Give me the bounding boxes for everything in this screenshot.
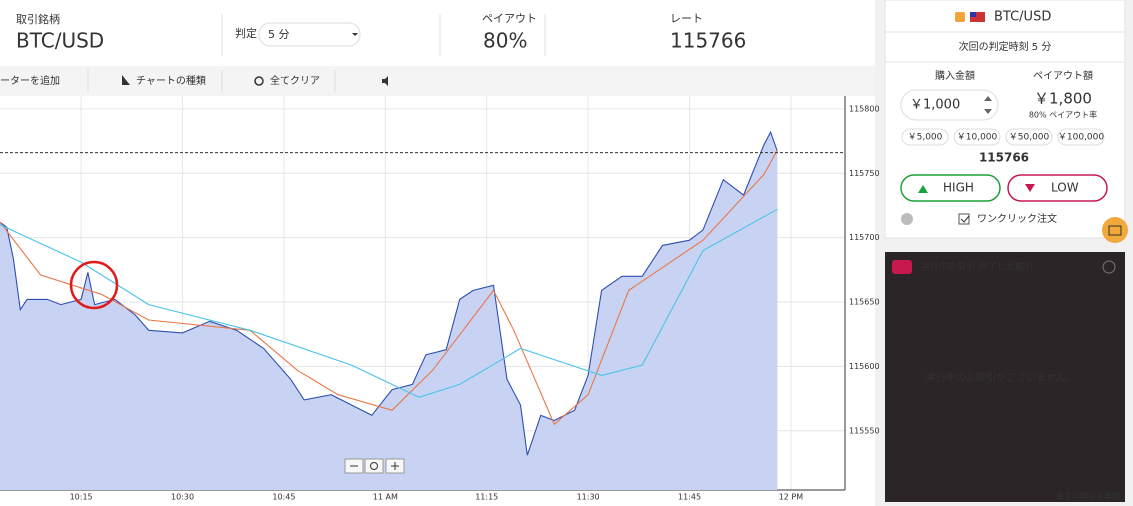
- x-tick-label: 11:45: [678, 493, 701, 502]
- clear-icon: [254, 76, 264, 86]
- trades-icon: [892, 260, 912, 274]
- help-icon[interactable]: [901, 213, 913, 225]
- toolbar: [0, 66, 875, 96]
- y-tick-label: 115800: [849, 104, 880, 113]
- gift-icon: [1108, 225, 1122, 236]
- symbol: BTC/USD: [16, 29, 104, 53]
- symbol-label: 取引銘柄: [16, 12, 60, 26]
- rate-label: レート: [670, 12, 703, 25]
- btc-icon: [955, 12, 965, 22]
- preset-button[interactable]: [1057, 128, 1105, 146]
- side-rate: 115766: [979, 151, 1029, 165]
- expiry-label: 判定: [235, 26, 257, 40]
- side-symbol: BTC/USD: [994, 10, 1051, 25]
- tab-closed[interactable]: 終了した取引: [979, 261, 1033, 273]
- chart: 115550 115600 115650 115700 115750 115800 10:1…: [0, 96, 880, 502]
- header-bg: [0, 0, 875, 66]
- x-tick-label: 12 PM: [779, 493, 804, 502]
- payout: 80%: [483, 29, 527, 53]
- payout-label: ペイアウト: [482, 12, 537, 25]
- amount-label: 購入金額: [935, 69, 975, 82]
- preset-label[interactable]: ￥5,000: [908, 133, 943, 143]
- low-label[interactable]: LOW: [1051, 181, 1079, 195]
- y-tick-label: 115700: [849, 233, 880, 242]
- spinner[interactable]: [984, 96, 992, 114]
- series-line: [0, 130, 778, 456]
- toolbar-item[interactable]: チャートの種類: [136, 74, 206, 87]
- trades-panel: [885, 252, 1125, 502]
- series-line: [0, 149, 778, 426]
- zoom-controls: [344, 458, 405, 474]
- y-tick-label: 115650: [849, 298, 880, 307]
- x-tick-label: 10:45: [272, 493, 295, 502]
- y-tick-label: 115550: [849, 426, 880, 435]
- y-tick-label: 115750: [849, 169, 880, 178]
- preset-button[interactable]: [953, 128, 1001, 146]
- highlight-circle: [69, 260, 119, 310]
- select-arrow: [352, 33, 358, 36]
- series-line: [0, 208, 778, 398]
- expiry[interactable]: 5 分: [268, 28, 290, 41]
- us-flag: [970, 12, 985, 22]
- preset-button[interactable]: [1005, 128, 1053, 146]
- next-expiry: 次回の判定時刻 5 分: [959, 40, 1052, 53]
- chart-type-icon: [122, 75, 130, 85]
- preset-button[interactable]: [901, 128, 949, 146]
- popout-icon[interactable]: [1102, 260, 1116, 274]
- one-click: ワンクリック注文: [977, 212, 1057, 225]
- payout-rate: 80% ペイアウト率: [1029, 110, 1097, 120]
- high-label[interactable]: HIGH: [943, 181, 974, 195]
- preset-label[interactable]: ￥50,000: [1009, 133, 1050, 143]
- checkbox[interactable]: [958, 213, 970, 225]
- high-button[interactable]: [900, 174, 1001, 202]
- low-button[interactable]: [1007, 174, 1108, 202]
- price-area: [0, 132, 778, 490]
- toolbar-item[interactable]: ーターを追加: [0, 74, 60, 87]
- up-icon: [918, 185, 928, 193]
- tab-active[interactable]: 実行中の取引: [921, 261, 975, 273]
- preset-label[interactable]: ￥100,000: [1058, 133, 1104, 143]
- us-flag-canton: [970, 12, 976, 17]
- preset-label[interactable]: ￥10,000: [957, 133, 998, 143]
- gift-button[interactable]: [1102, 217, 1128, 243]
- down-icon: [1025, 184, 1035, 192]
- presets: ￥5,000 ￥10,000 ￥50,000 ￥100,000: [901, 128, 1105, 146]
- payout-amount-label: ペイアウト額: [1033, 69, 1093, 82]
- amount-input[interactable]: [900, 89, 999, 121]
- rate: 115766: [670, 29, 746, 53]
- empty-message: 実行中のお取引がございません。: [926, 371, 1076, 384]
- amount[interactable]: ￥1,000: [910, 98, 960, 113]
- x-tick-label: 11:30: [577, 493, 600, 502]
- zoom-reset[interactable]: [364, 458, 384, 474]
- expiry-select[interactable]: [258, 22, 361, 47]
- sound-icon[interactable]: [382, 76, 388, 86]
- x-tick-label: 11:15: [475, 493, 498, 502]
- x-tick-label: 10:30: [171, 493, 194, 502]
- check: [960, 215, 970, 223]
- icon: [391, 462, 399, 470]
- icon: [370, 462, 378, 470]
- x-tick-label: 10:15: [70, 493, 93, 502]
- x-tick-label: 11 AM: [373, 493, 398, 502]
- view-all[interactable]: 全ての取引を確認: [1056, 491, 1120, 501]
- toolbar-item[interactable]: 全てクリア: [270, 74, 320, 87]
- payout-amount: ￥1,800: [1034, 90, 1092, 108]
- y-tick-label: 115600: [849, 362, 880, 371]
